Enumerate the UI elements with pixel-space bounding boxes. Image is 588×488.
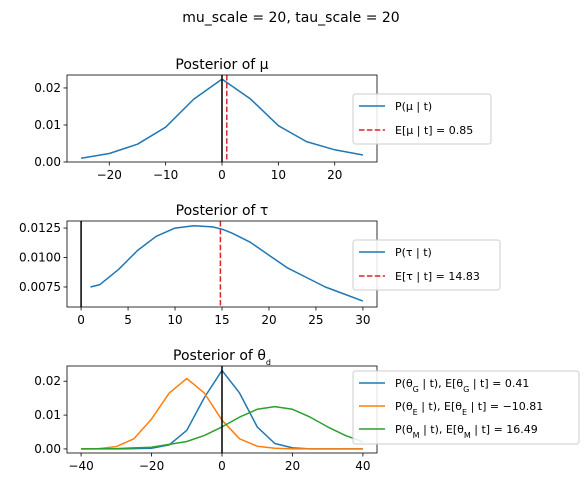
x-tick-label: 0	[218, 168, 226, 182]
plot-area	[81, 366, 364, 453]
x-tick-label: 20	[327, 168, 342, 182]
series-line-2	[81, 377, 363, 450]
y-tick-label: 0.0075	[19, 280, 61, 294]
y-tick-label: 0.02	[34, 374, 61, 388]
subplots: −20 −10 0 10 20 0.00 0.01 0.02 Posterior of μ P(μ…	[19, 57, 580, 473]
y-tick-label: 0.0125	[19, 221, 61, 235]
legend-frame	[352, 239, 501, 291]
x-tick-label: 30	[355, 313, 370, 327]
y-tick-label: 0.00	[34, 155, 61, 169]
subplot-3: −40 −20 0 20 40 0.00 0.01 0.02 Posterior of θd​ P…	[34, 348, 580, 473]
subplot-1: −20 −10 0 10 20 0.00 0.01 0.02 Posterior of μ P(μ…	[34, 57, 492, 182]
y-tick-label: 0.01	[34, 408, 61, 422]
axes-title: Posterior of μ	[175, 57, 268, 73]
y-tick-label: 0.0100	[19, 251, 61, 265]
legend-frame	[352, 370, 580, 445]
x-tick-label: 15	[214, 313, 229, 327]
x-tick-label: 20	[285, 459, 300, 473]
y-tick-label: 0.01	[34, 118, 61, 132]
subplot-2: 0 5 10 15 20 25 30 0.0075 0.0100 0.0125 Posterior …	[19, 203, 501, 327]
legend: P(τ | t) E[τ | t] = 14.83	[352, 239, 501, 291]
x-tick-label: 0	[77, 313, 85, 327]
x-tick-label: −10	[153, 168, 178, 182]
x-tick-label: 5	[124, 313, 132, 327]
x-tick-label: 0	[218, 459, 226, 473]
figure-suptitle: mu_scale = 20, tau_scale = 20	[182, 10, 399, 26]
x-tick-label: −40	[68, 459, 93, 473]
legend-entry: P(τ | t)	[395, 246, 432, 259]
x-tick-label: 25	[308, 313, 323, 327]
axes-title: Posterior of θd​	[173, 348, 271, 367]
legend-entry: E[μ | t] = 0.85	[395, 124, 473, 137]
axes-title: Posterior of τ	[176, 203, 269, 219]
axes-frame	[66, 220, 378, 308]
legend: P(μ | t) E[μ | t] = 0.85	[352, 93, 492, 145]
series-line-3	[81, 405, 364, 450]
x-tick-label: 10	[271, 168, 286, 182]
x-tick-label: −20	[139, 459, 164, 473]
legend-entry: P(θE​ | t), E[θE​ | t] = −10.81	[395, 400, 543, 417]
x-tick-label: 10	[167, 313, 182, 327]
plot-area	[80, 221, 364, 307]
legend: P(θG​ | t), E[θG​ | t] = 0.41 P(θE​ | t),…	[352, 370, 580, 445]
x-tick-label: 20	[261, 313, 276, 327]
plot-area	[80, 75, 364, 162]
legend-entry: P(μ | t)	[395, 100, 432, 113]
y-tick-label: 0.00	[34, 442, 61, 456]
x-tick-label: −20	[97, 168, 122, 182]
legend-frame	[352, 93, 492, 145]
legend-entry: P(θG​ | t), E[θG​ | t] = 0.41	[395, 377, 529, 394]
legend-entry: P(θM​ | t), E[θM​ | t] = 16.49	[395, 423, 538, 440]
legend-entry: E[τ | t] = 14.83	[395, 270, 480, 283]
y-tick-label: 0.02	[34, 81, 61, 95]
x-tick-label: 40	[355, 459, 370, 473]
series-line-1	[90, 224, 364, 302]
